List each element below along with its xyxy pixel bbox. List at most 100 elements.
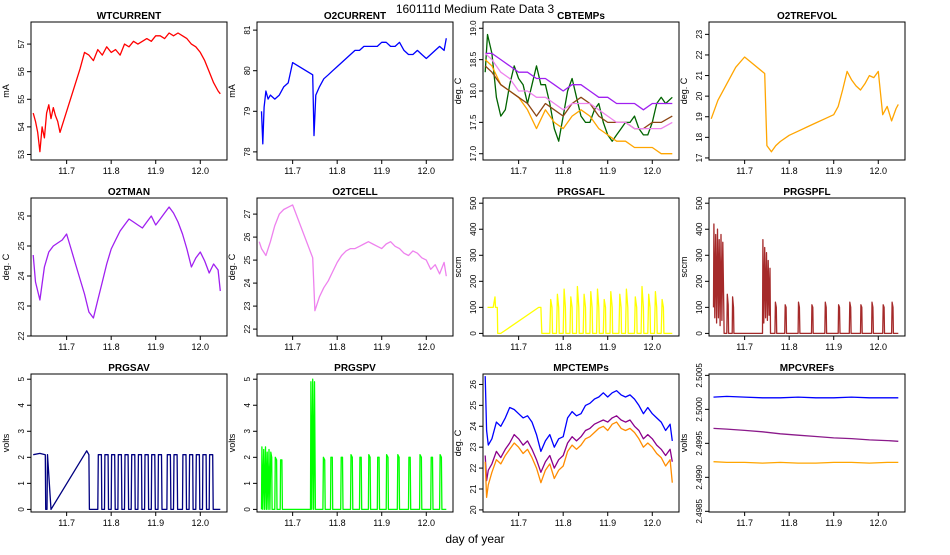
y-axis-label: deg. C: [227, 253, 237, 280]
plot-frame: [30, 197, 228, 337]
chart-title: WTCURRENT: [97, 11, 161, 22]
y-tick-label: 53: [17, 149, 26, 158]
y-tick-label: 1: [243, 481, 252, 486]
chart-title: O2TREFVOL: [777, 11, 837, 22]
chart-title: PRGSAFL: [557, 187, 605, 198]
series-line-o2tcell: [258, 204, 447, 312]
y-tick-label: 26: [243, 232, 252, 241]
y-tick-label: 17: [695, 153, 704, 162]
y-tick-label: 17.0: [469, 145, 478, 161]
y-axis-label: volts: [679, 433, 689, 452]
x-tick-label: 12.0: [418, 166, 436, 176]
chart-mpctemps: MPCTEMPs deg. C 11.7 11.8 11.9 12.0 20 21 22 23 24…: [453, 363, 680, 528]
y-tick-label: 23: [243, 301, 252, 310]
x-tick-label: 11.9: [147, 166, 164, 176]
chart-title: O2CURRENT: [324, 11, 386, 22]
x-tick-label: 12.0: [418, 342, 436, 352]
plot-frame: [708, 373, 906, 513]
series-line-purple: [713, 427, 899, 442]
y-tick-label: 21: [695, 71, 704, 80]
y-tick-label: 25: [17, 241, 26, 250]
chart-o2trefvol: O2TREFVOL deg. C 11.7 11.8 11.9 12.0 17 18 19 20 2…: [679, 11, 906, 176]
y-tick-label: 3: [243, 429, 252, 434]
x-tick-label: 12.0: [644, 166, 662, 176]
series-line-prgsafl: [487, 285, 673, 335]
chart-cbtemps: CBTEMPs deg. C 11.7 11.8 11.9 12.0 17.0 17.5 18.…: [453, 11, 680, 176]
y-tick-label: 25: [243, 255, 252, 264]
y-axis-label: deg. C: [1, 253, 11, 280]
y-tick-label: 2.4990: [695, 465, 704, 490]
x-tick-label: 12.0: [870, 518, 888, 528]
x-tick-label: 12.0: [192, 518, 210, 528]
y-tick-label: 24: [469, 421, 478, 430]
plot-frame: [482, 373, 680, 513]
plot-frame: [708, 197, 906, 337]
y-tick-label: 54: [17, 122, 26, 131]
x-tick-label: 11.9: [825, 166, 842, 176]
chart-title: MPCTEMPs: [553, 363, 609, 374]
x-tick-label: 11.8: [555, 342, 572, 352]
x-tick-label: 11.9: [825, 342, 842, 352]
y-tick-label: 4: [243, 402, 252, 407]
y-tick-label: 23: [469, 442, 478, 451]
y-tick-label: 18.5: [469, 51, 478, 67]
x-tick-label: 11.8: [781, 342, 798, 352]
y-tick-label: 500: [695, 196, 704, 210]
series-line-darkgreen: [484, 33, 673, 142]
x-tick-label: 11.7: [58, 166, 75, 176]
x-tick-label: 11.8: [103, 518, 120, 528]
series-line-o2tman: [32, 206, 221, 319]
y-tick-label: 2.4995: [695, 431, 704, 456]
x-tick-label: 11.9: [599, 342, 616, 352]
y-tick-label: 19.0: [469, 20, 478, 36]
y-tick-label: 79: [243, 106, 252, 115]
plot-frame: [708, 21, 906, 161]
x-tick-label: 12.0: [418, 518, 436, 528]
y-axis-label: mA: [1, 84, 11, 98]
y-tick-label: 26: [469, 379, 478, 388]
y-tick-label: 21: [469, 484, 478, 493]
y-axis-label: volts: [1, 433, 11, 452]
plot-frame: [30, 21, 228, 161]
plot-frame: [256, 21, 454, 161]
series-line-prgspfl: [712, 223, 899, 335]
x-tick-label: 11.8: [329, 518, 346, 528]
y-tick-label: 4: [17, 402, 26, 407]
y-tick-label: 22: [243, 324, 252, 333]
series-line-blue: [713, 395, 899, 399]
x-tick-label: 11.7: [510, 166, 527, 176]
y-tick-label: 200: [695, 274, 704, 288]
x-tick-label: 12.0: [192, 342, 210, 352]
y-tick-label: 200: [469, 274, 478, 288]
chart-title: PRGSPFL: [783, 187, 830, 198]
y-axis-label: mA: [227, 84, 237, 98]
y-tick-label: 2: [17, 455, 26, 460]
y-tick-label: 400: [469, 222, 478, 236]
chart-title: PRGSPV: [334, 363, 376, 374]
x-tick-label: 11.7: [736, 166, 753, 176]
x-tick-label: 11.7: [284, 518, 301, 528]
y-tick-label: 1: [17, 481, 26, 486]
chart-o2current: O2CURRENT mA 11.7 11.8 11.9 12.0 78 79 80 81: [227, 11, 454, 176]
series-line-prgspv: [260, 378, 447, 511]
y-axis-label: deg. C: [453, 429, 463, 456]
y-tick-label: 20: [469, 505, 478, 514]
y-axis-label: sccm: [679, 257, 689, 278]
y-tick-label: 17.5: [469, 114, 478, 130]
y-tick-label: 27: [243, 209, 252, 218]
y-axis-label: sccm: [453, 257, 463, 278]
chart-mpcvrefs: MPCVREFs volts 11.7 11.8 11.9 12.0 2.4985 2.499…: [679, 363, 906, 528]
x-tick-label: 11.8: [555, 518, 572, 528]
x-tick-label: 11.8: [781, 166, 798, 176]
x-tick-label: 11.7: [284, 166, 301, 176]
series-line-orange: [713, 461, 899, 464]
y-tick-label: 2: [243, 455, 252, 460]
y-tick-label: 300: [469, 248, 478, 262]
y-tick-label: 2.4985: [695, 499, 704, 524]
chart-title: O2TCELL: [332, 187, 378, 198]
y-tick-label: 100: [695, 300, 704, 314]
series-line-brown: [484, 65, 673, 130]
chart-title: CBTEMPs: [557, 11, 605, 22]
x-tick-label: 11.8: [329, 166, 346, 176]
